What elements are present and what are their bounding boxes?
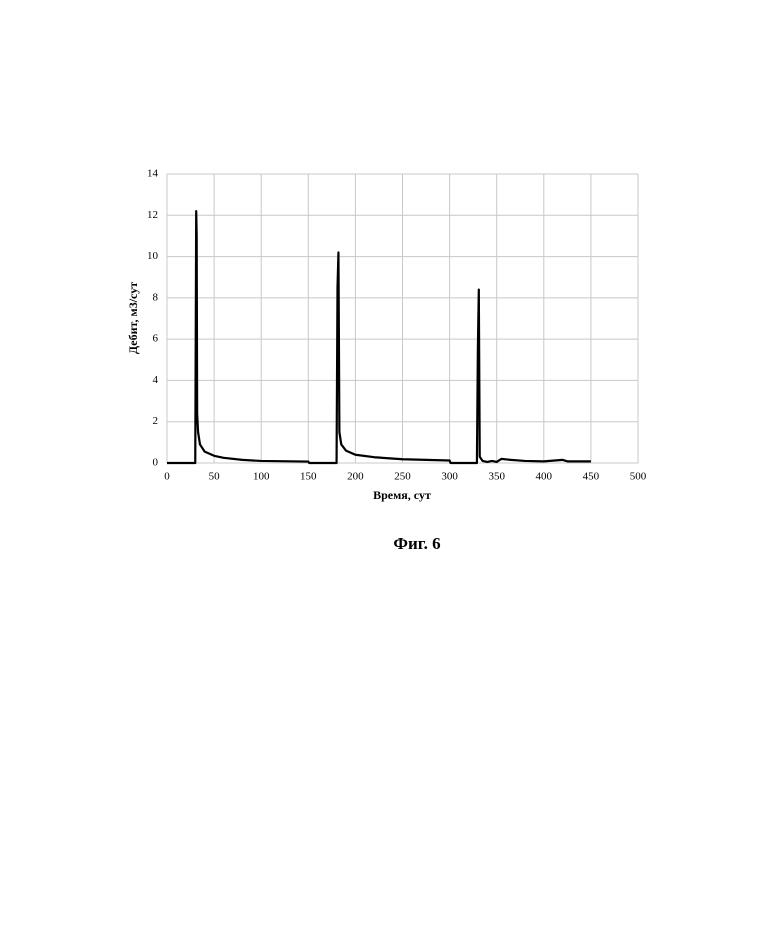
y-tick-label: 4 [153, 374, 159, 386]
x-tick-label: 50 [209, 471, 221, 483]
y-tick-label: 2 [153, 415, 159, 427]
y-tick-label: 0 [153, 457, 159, 469]
y-tick-label: 8 [153, 291, 159, 303]
x-axis-label: Время, сут [373, 488, 431, 502]
y-tick-label: 12 [147, 209, 158, 221]
x-tick-label: 100 [253, 471, 270, 483]
y-axis-label: Дебит, м3/сут [126, 282, 140, 354]
x-tick-label: 400 [536, 471, 553, 483]
caption: Фиг. 6 [393, 534, 440, 553]
chart: Фиг. 6 Время, сут Дебит, м3/сут 0 2 4 6 8 10 1… [0, 0, 780, 947]
y-tick-label: 14 [147, 168, 159, 180]
y-tick-label: 10 [147, 250, 159, 262]
x-tick-label: 300 [441, 471, 458, 483]
page: Фиг. 6 Время, сут Дебит, м3/сут 0 2 4 6 8 10 1… [0, 0, 780, 947]
x-tick-label: 250 [394, 471, 411, 483]
x-tick-label: 150 [300, 471, 317, 483]
x-tick-label: 0 [164, 471, 170, 483]
data-line [167, 211, 591, 463]
x-tick-label: 200 [347, 471, 364, 483]
x-tick-label: 450 [583, 471, 600, 483]
x-tick-label: 500 [630, 471, 647, 483]
x-tick-label: 350 [488, 471, 505, 483]
y-tick-label: 6 [153, 333, 159, 345]
